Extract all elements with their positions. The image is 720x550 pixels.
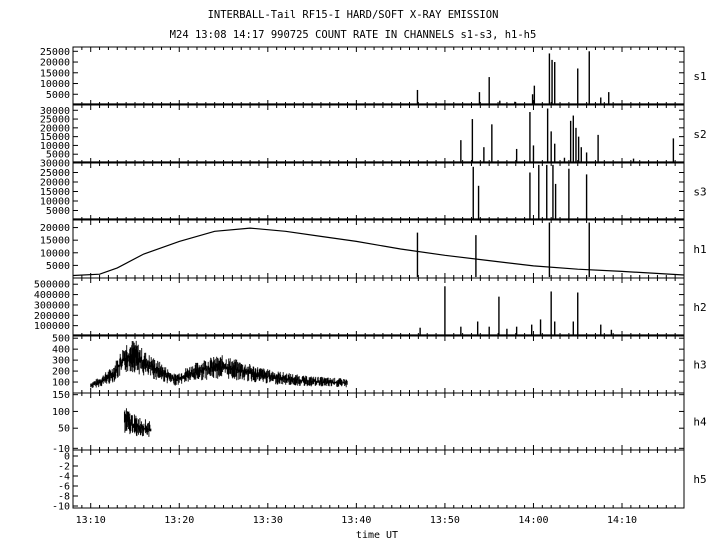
y-tick-label: -4 bbox=[58, 472, 70, 483]
y-tick-label: 100 bbox=[52, 407, 70, 418]
series-band-h3 bbox=[90, 340, 348, 388]
series-line-h1 bbox=[72, 227, 685, 277]
channel-label-s1: s1 bbox=[693, 70, 706, 83]
y-tick-label: 100000 bbox=[34, 321, 70, 332]
y-tick-label: 300000 bbox=[34, 300, 70, 311]
channel-label-s3: s3 bbox=[693, 186, 706, 199]
y-tick-label: 200 bbox=[52, 367, 70, 378]
x-axis: 13:10 13:20 13:30 13:40 13:50 14:00 14:10 bbox=[76, 515, 637, 526]
panel-frame-s1 bbox=[72, 46, 685, 106]
y-tick-label: 15000 bbox=[40, 132, 70, 143]
y-tick-label: 20000 bbox=[40, 123, 70, 134]
x-tick-label: 13:30 bbox=[253, 515, 283, 526]
panel-frame-h5 bbox=[72, 449, 685, 509]
panel-frame-h2 bbox=[72, 277, 685, 337]
y-tick-label: 10000 bbox=[40, 248, 70, 259]
y-tick-label: 150 bbox=[52, 390, 70, 401]
y-tick-label: 30000 bbox=[40, 106, 70, 117]
y-tick-label: 100 bbox=[52, 378, 70, 389]
y-tick-label: 10000 bbox=[40, 197, 70, 208]
y-tick-label: 50 bbox=[58, 424, 70, 435]
chart-subtitle: M24 13:08 14:17 990725 COUNT RATE IN CHA… bbox=[170, 29, 537, 41]
panel-frame-h3 bbox=[72, 335, 685, 394]
x-tick-label: 13:50 bbox=[430, 515, 460, 526]
panel-frame-s2 bbox=[72, 104, 685, 164]
chart-title: INTERBALL-Tail RF15-I HARD/SOFT X-RAY EM… bbox=[208, 9, 499, 21]
y-tick-label: 10000 bbox=[40, 141, 70, 152]
panels-group: 500010000150002000025000s150001000015000… bbox=[34, 46, 707, 513]
y-tick-label: 500000 bbox=[34, 280, 70, 291]
y-tick-label: 5000 bbox=[46, 261, 70, 272]
y-tick-label: 20000 bbox=[40, 223, 70, 234]
y-tick-label: -2 bbox=[58, 462, 70, 473]
channel-label-h4: h4 bbox=[693, 416, 707, 429]
x-tick-label: 14:10 bbox=[607, 515, 637, 526]
y-tick-label: -6 bbox=[58, 482, 70, 493]
x-axis-label: time UT bbox=[356, 530, 398, 541]
y-tick-label: 20000 bbox=[40, 58, 70, 69]
series-band-h4 bbox=[123, 408, 152, 437]
x-tick-label: 14:00 bbox=[518, 515, 548, 526]
panel-frame-h1 bbox=[72, 219, 685, 279]
y-tick-label: 500 bbox=[52, 334, 70, 345]
panel-frame-s3 bbox=[72, 162, 685, 221]
x-tick-label: 13:10 bbox=[76, 515, 106, 526]
y-tick-label: 200000 bbox=[34, 311, 70, 322]
y-tick-label: 30000 bbox=[40, 159, 70, 170]
panel-h5: -10-8-6-4-20 h5 bbox=[52, 449, 707, 513]
y-tick-label: 400 bbox=[52, 345, 70, 356]
y-tick-label: 300 bbox=[52, 356, 70, 367]
y-tick-label: 0 bbox=[64, 452, 70, 463]
y-tick-label: 5000 bbox=[46, 90, 70, 101]
channel-label-h3: h3 bbox=[693, 359, 706, 372]
y-tick-label: 15000 bbox=[40, 68, 70, 79]
y-tick-label: 15000 bbox=[40, 187, 70, 198]
panel-frame-h4 bbox=[72, 392, 685, 451]
y-tick-label: -8 bbox=[58, 492, 70, 503]
y-tick-label: -10 bbox=[52, 502, 70, 513]
y-tick-label: 400000 bbox=[34, 290, 70, 301]
y-tick-label: 25000 bbox=[40, 115, 70, 126]
y-tick-label: 25000 bbox=[40, 168, 70, 179]
channel-label-h5: h5 bbox=[693, 473, 706, 486]
y-tick-label: 25000 bbox=[40, 47, 70, 58]
panel-h4: -10 50 100 150 h4 bbox=[52, 390, 707, 455]
channel-label-h1: h1 bbox=[693, 243, 706, 256]
channel-label-h2: h2 bbox=[693, 301, 706, 314]
channel-label-s2: s2 bbox=[693, 128, 706, 141]
x-tick-label: 13:40 bbox=[341, 515, 371, 526]
y-tick-label: 20000 bbox=[40, 178, 70, 189]
y-tick-label: -10 bbox=[52, 444, 70, 455]
x-tick-label: 13:20 bbox=[164, 515, 194, 526]
y-tick-label: 15000 bbox=[40, 236, 70, 247]
y-tick-label: 5000 bbox=[46, 150, 70, 161]
y-tick-label: 10000 bbox=[40, 79, 70, 90]
y-tick-label: 5000 bbox=[46, 206, 70, 217]
